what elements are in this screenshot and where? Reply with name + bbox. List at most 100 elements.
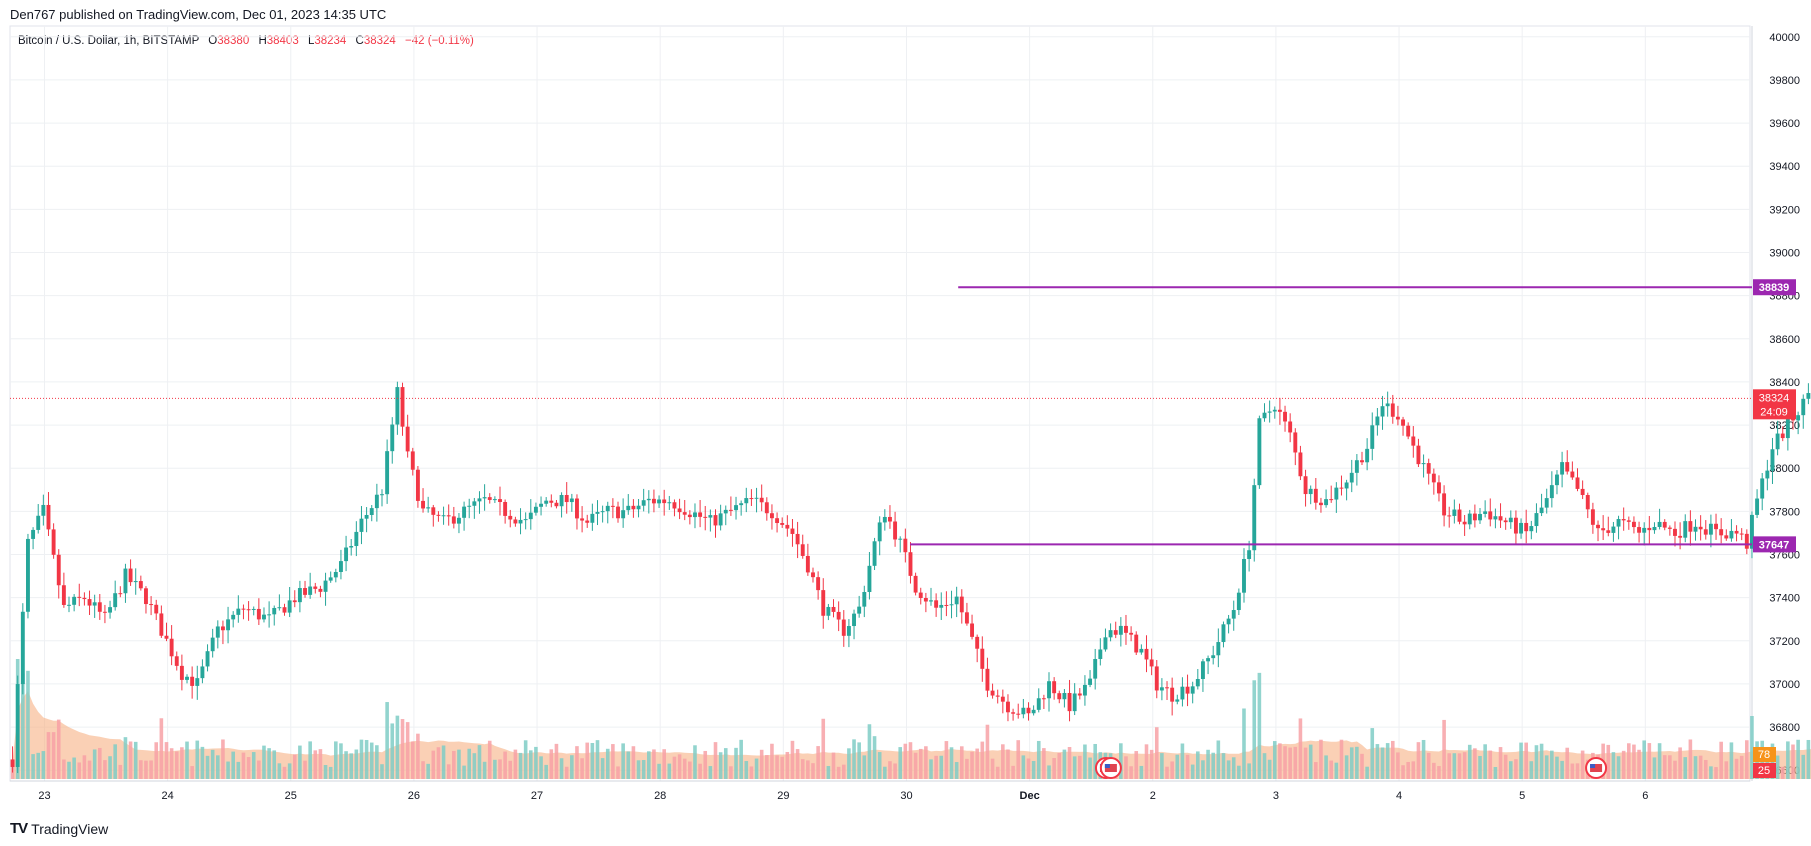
volume-bar bbox=[657, 763, 661, 779]
candle-body bbox=[1390, 403, 1395, 417]
volume-bar bbox=[1257, 672, 1262, 779]
volume-bar bbox=[1544, 755, 1549, 779]
volume-bar bbox=[1570, 763, 1575, 779]
candle-body bbox=[1113, 630, 1118, 635]
candle-body bbox=[1175, 699, 1180, 702]
volume-bar bbox=[1001, 744, 1005, 779]
volume-bar bbox=[1401, 765, 1405, 779]
volume-bar bbox=[1529, 761, 1534, 779]
candle-body bbox=[1026, 707, 1031, 714]
candle-body bbox=[421, 500, 425, 509]
volume-bar bbox=[1319, 739, 1323, 779]
price-chart[interactable]: 3660036800370003720037400376003780038000… bbox=[0, 0, 1811, 812]
volume-bar bbox=[867, 724, 872, 779]
volume-bar bbox=[975, 748, 979, 779]
volume-bar bbox=[272, 750, 277, 779]
candle-body bbox=[415, 469, 420, 501]
y-tick-label: 37400 bbox=[1769, 593, 1800, 605]
volume-bar bbox=[103, 760, 107, 779]
volume-bar bbox=[62, 759, 66, 779]
volume-bar bbox=[939, 755, 944, 779]
volume-bar bbox=[1416, 742, 1421, 779]
volume-bar bbox=[1611, 752, 1616, 779]
volume-bar bbox=[467, 748, 472, 779]
candle-body bbox=[354, 531, 359, 547]
volume-bar bbox=[56, 719, 61, 779]
candle-body bbox=[1488, 511, 1493, 520]
candle-body bbox=[1447, 515, 1452, 517]
candle-body bbox=[1601, 528, 1606, 531]
candle-body bbox=[780, 523, 785, 525]
volume-bar bbox=[1724, 761, 1729, 779]
volume-bar bbox=[1160, 753, 1164, 779]
volume-bar bbox=[1062, 749, 1067, 779]
volume-bar bbox=[898, 747, 903, 779]
candle-body bbox=[862, 591, 867, 607]
candle-body bbox=[708, 515, 713, 518]
candle-body bbox=[92, 602, 97, 606]
volume-bar bbox=[1021, 755, 1026, 779]
candle-body bbox=[595, 511, 600, 514]
volume-bar bbox=[1734, 758, 1739, 779]
candle-body bbox=[492, 499, 497, 501]
volume-bar bbox=[1390, 740, 1395, 779]
volume-bar bbox=[359, 739, 364, 779]
volume-bar bbox=[1627, 743, 1631, 779]
candle-body bbox=[1144, 648, 1149, 660]
volume-bar bbox=[590, 743, 595, 779]
candle-body bbox=[277, 607, 282, 609]
volume-bar bbox=[1534, 745, 1539, 779]
candle-body bbox=[1011, 712, 1016, 714]
candle-body bbox=[539, 503, 544, 507]
volume-bar bbox=[1206, 749, 1210, 779]
volume-bar bbox=[1088, 757, 1092, 779]
candle-body bbox=[1124, 625, 1128, 633]
candle-body bbox=[826, 606, 831, 616]
volume-bar bbox=[1134, 751, 1139, 779]
candle-body bbox=[1678, 535, 1683, 538]
candle-body bbox=[1006, 701, 1010, 713]
volume-bar bbox=[1093, 743, 1097, 779]
volume-bar bbox=[133, 741, 138, 779]
candle-body bbox=[1057, 693, 1062, 700]
candle-body bbox=[56, 554, 61, 586]
candle-body bbox=[841, 619, 846, 636]
volume-bar bbox=[862, 755, 867, 779]
volume-bar bbox=[800, 759, 805, 779]
volume-bar bbox=[262, 745, 266, 779]
candle-body bbox=[1067, 692, 1072, 712]
candle-body bbox=[1370, 425, 1375, 449]
candle-body bbox=[487, 497, 492, 500]
candle-body bbox=[816, 577, 821, 591]
candle-body bbox=[256, 608, 261, 620]
volume-bar bbox=[1668, 755, 1672, 779]
tradingview-footer[interactable]: TV TradingView bbox=[10, 820, 108, 837]
volume-bar bbox=[1385, 743, 1390, 779]
candle-body bbox=[903, 538, 908, 553]
volume-bar bbox=[1796, 739, 1800, 779]
candle-body bbox=[174, 656, 179, 666]
volume-bar bbox=[400, 719, 405, 779]
candle-body bbox=[1180, 686, 1185, 700]
volume-bar bbox=[990, 758, 995, 779]
volume-bar bbox=[508, 760, 513, 779]
volume-bar bbox=[1555, 756, 1559, 779]
volume-bar bbox=[918, 748, 923, 779]
volume-bar bbox=[1673, 760, 1677, 779]
volume-bar bbox=[410, 741, 415, 779]
candle-body bbox=[800, 544, 805, 556]
candle-body bbox=[867, 565, 872, 592]
candle-body bbox=[1534, 513, 1539, 527]
candle-body bbox=[1750, 514, 1754, 549]
candle-body bbox=[975, 636, 980, 649]
volume-bar bbox=[174, 751, 179, 779]
volume-bar bbox=[523, 740, 528, 779]
candle-body bbox=[1703, 529, 1708, 535]
volume-bar bbox=[308, 741, 312, 779]
candle-body bbox=[1242, 558, 1246, 593]
candle-body bbox=[410, 451, 415, 470]
volume-bar bbox=[585, 742, 590, 779]
symbol-legend: Bitcoin / U.S. Dollar, 1h, BITSTAMP O383… bbox=[18, 35, 474, 47]
candle-body bbox=[133, 581, 138, 583]
volume-bar bbox=[1580, 750, 1585, 779]
